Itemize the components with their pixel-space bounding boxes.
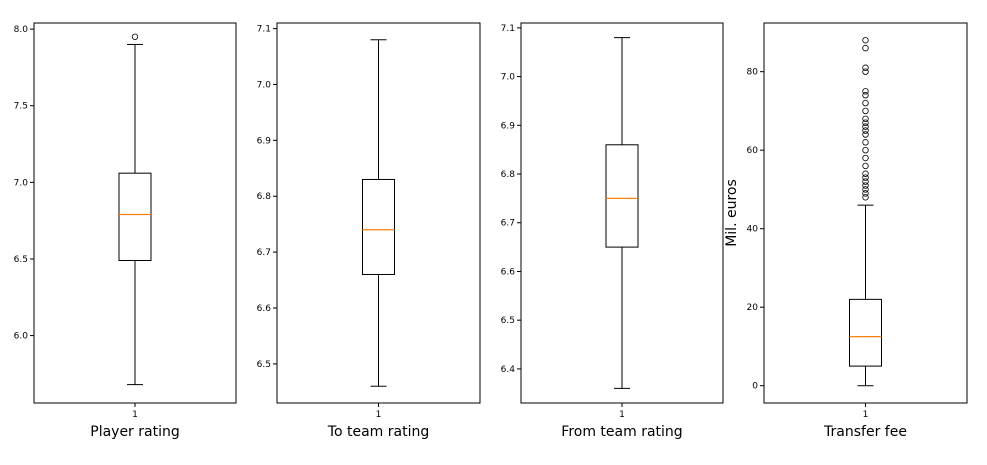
outlier-point [862, 92, 869, 99]
outlier-point [862, 186, 869, 193]
y-tick-label: 6.9 [501, 121, 516, 131]
x-axis-label: Transfer fee [823, 424, 907, 440]
y-tick-label: 6.8 [501, 170, 516, 180]
x-tick-label: 1 [376, 410, 382, 420]
outlier-point [862, 119, 869, 126]
x-axis-label: From team rating [561, 424, 682, 440]
y-tick-label: 6.5 [501, 316, 515, 326]
outlier-point [862, 154, 869, 162]
outlier-point [862, 131, 869, 138]
y-tick-label: 7.0 [14, 178, 29, 188]
x-tick-label: 1 [132, 410, 138, 420]
y-tick-label: 6.5 [257, 360, 271, 370]
outlier-point [131, 33, 139, 40]
panel-2: 6.5 6.6 6.7 6.8 6.9 7.0 7.1 1 To team rating [257, 22, 481, 440]
x-axis-label: To team rating [327, 424, 429, 440]
y-tick-label: 6.5 [14, 255, 28, 265]
y-tick-label: 6.8 [257, 192, 272, 202]
y-tick-label: 20 [747, 303, 759, 313]
y-tick-label: 40 [747, 225, 759, 235]
iqr-box [118, 172, 152, 261]
panel-3: 6.4 6.5 6.6 6.7 6.8 6.9 7.0 7.1 1 From team ratin… [501, 22, 724, 440]
outlier-point [862, 115, 869, 122]
outlier-point [862, 139, 869, 146]
panel-4: 0 20 40 60 80 1 Transfer fee Mil. euros [724, 22, 968, 440]
y-tick-label: 6.9 [257, 136, 272, 146]
outlier-point [862, 190, 869, 197]
iqr-box [605, 144, 639, 248]
x-tick-label: 1 [619, 410, 625, 420]
outlier-point [862, 178, 869, 185]
outlier-point [862, 68, 869, 75]
y-tick-label: 7.0 [501, 73, 516, 83]
y-tick-label: 0 [752, 382, 758, 392]
y-axis-label: Mil. euros [724, 179, 740, 247]
x-tick-label: 1 [863, 410, 869, 420]
y-tick-label: 6.6 [257, 304, 272, 314]
outlier-point [862, 88, 869, 95]
y-tick-label: 80 [747, 68, 759, 78]
outlier-point [862, 123, 869, 130]
outlier-point [862, 127, 869, 134]
outlier-point [862, 174, 869, 181]
outlier-point [862, 44, 869, 52]
outlier-point [862, 146, 869, 154]
outlier-point [862, 194, 869, 201]
y-tick-label: 7.1 [501, 24, 515, 34]
outlier-point [862, 170, 869, 177]
iqr-box [362, 178, 395, 275]
y-tick-label: 6.0 [14, 332, 29, 342]
y-tick-label: 7.0 [257, 80, 272, 90]
y-tick-label: 6.7 [501, 219, 515, 229]
outlier-point [862, 182, 869, 189]
y-tick-label: 6.4 [501, 365, 516, 375]
iqr-box [849, 298, 882, 367]
outlier-point [862, 99, 869, 107]
outlier-point [862, 107, 869, 115]
outlier-point [862, 37, 869, 44]
panel-1: 6.0 6.5 7.0 7.5 8.0 1 Player rating [14, 22, 237, 440]
x-axis-label: Player rating [90, 424, 180, 440]
y-tick-label: 7.1 [257, 25, 271, 35]
outlier-point [862, 64, 869, 71]
y-tick-label: 7.5 [14, 102, 28, 112]
y-tick-label: 60 [747, 146, 759, 156]
y-tick-label: 6.6 [501, 267, 516, 277]
y-tick-label: 6.7 [257, 248, 271, 258]
y-tick-label: 8.0 [14, 25, 29, 35]
outlier-point [862, 162, 869, 170]
